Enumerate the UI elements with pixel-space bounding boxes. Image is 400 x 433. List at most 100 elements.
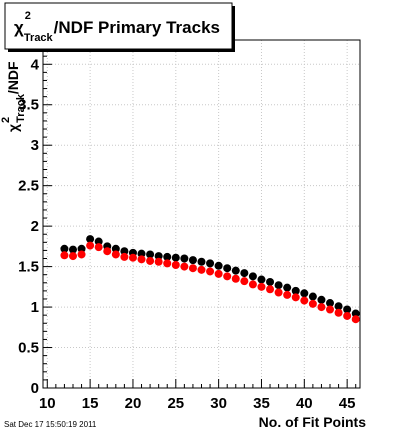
data-point: [206, 267, 215, 276]
data-point: [137, 249, 146, 258]
data-point: [60, 251, 69, 260]
data-point: [146, 250, 155, 259]
y-tick-label: 4: [31, 56, 40, 73]
data-point: [120, 252, 129, 261]
chart-title-sub: Track: [24, 32, 54, 44]
data-point: [103, 247, 112, 256]
y-axis-title: χ2 Track/NDF: [0, 61, 27, 132]
chart-title-chi: χ: [14, 18, 24, 37]
x-axis-ticks: 10 15 20 25 30 35 40 45: [39, 379, 357, 412]
data-point: [300, 289, 309, 298]
y-axis-ticks: 0 0.5 1 1.5 2 2.5 3 3.5 4: [18, 47, 52, 397]
x-tick-label: 25: [167, 395, 184, 412]
data-point: [274, 281, 283, 290]
data-point: [171, 253, 180, 262]
data-point: [154, 252, 163, 261]
data-point: [223, 272, 232, 281]
y-tick-label: 0.5: [18, 340, 39, 357]
data-point: [94, 237, 103, 246]
data-point: [283, 283, 292, 292]
data-point: [60, 244, 69, 253]
y-tick-label: 1.5: [18, 259, 39, 276]
y-tick-label: 1: [31, 299, 39, 316]
data-point: [343, 311, 352, 320]
y-axis-title-rest: /NDF: [5, 61, 21, 94]
data-point: [223, 264, 232, 273]
data-point: [308, 292, 317, 301]
data-point: [334, 308, 343, 317]
data-point: [94, 243, 103, 252]
data-point: [291, 293, 300, 302]
y-axis-title-sub: Track: [15, 93, 27, 123]
timestamp: Sat Dec 17 15:50:19 2011: [4, 420, 97, 429]
data-point: [120, 247, 129, 256]
y-axis-title-sup: 2: [0, 117, 12, 123]
x-tick-label: 15: [82, 395, 99, 412]
data-point: [86, 241, 95, 250]
data-point: [77, 244, 86, 253]
data-point: [351, 315, 360, 324]
y-tick-label: 2.5: [18, 178, 39, 195]
series-1: [60, 241, 360, 324]
data-point: [146, 256, 155, 265]
data-point: [128, 253, 137, 262]
series-0: [60, 235, 360, 318]
data-point: [257, 275, 266, 284]
data-point: [68, 245, 77, 254]
data-point: [68, 252, 77, 261]
data-points: [60, 235, 360, 324]
data-point: [188, 256, 197, 265]
data-point: [317, 295, 326, 304]
data-point: [283, 290, 292, 299]
y-axis-title-chi: χ: [5, 124, 21, 132]
data-point: [206, 259, 215, 268]
data-point: [326, 299, 335, 308]
x-tick-label: 20: [125, 395, 142, 412]
data-point: [180, 262, 189, 271]
x-axis-title: No. of Fit Points: [259, 414, 367, 430]
data-point: [111, 250, 120, 259]
x-tick-label: 30: [210, 395, 227, 412]
data-point: [257, 282, 266, 291]
y-tick-label: 2: [31, 218, 39, 235]
data-point: [266, 285, 275, 294]
data-point: [231, 274, 240, 283]
data-point: [111, 244, 120, 253]
chart-title: χ2 Track/NDF Primary Tracks: [14, 10, 220, 44]
chart-title-rest: /NDF Primary Tracks: [54, 18, 220, 37]
data-point: [197, 257, 206, 266]
data-point: [351, 309, 360, 318]
x-tick-label: 35: [253, 395, 270, 412]
data-point: [86, 235, 95, 244]
data-point: [248, 272, 257, 281]
data-point: [77, 250, 86, 259]
x-tick-label: 45: [339, 395, 356, 412]
y-tick-label: 0: [31, 380, 39, 397]
y-tick-label: 3: [31, 137, 39, 154]
data-point: [240, 277, 249, 286]
data-point: [137, 255, 146, 264]
data-point: [326, 305, 335, 314]
data-point: [231, 266, 240, 275]
data-point: [343, 305, 352, 314]
title-box: [4, 2, 233, 50]
data-point: [334, 302, 343, 311]
data-point: [197, 265, 206, 274]
data-point: [214, 269, 223, 278]
data-point: [154, 257, 163, 266]
data-point: [188, 264, 197, 273]
y-tick-label: 3.5: [18, 97, 39, 114]
data-point: [214, 261, 223, 270]
x-tick-label: 10: [39, 395, 56, 412]
grid: [43, 40, 360, 389]
data-point: [266, 277, 275, 286]
chart-title-sup: 2: [25, 10, 31, 22]
data-point: [171, 260, 180, 269]
x-tick-label: 40: [296, 395, 313, 412]
data-point: [291, 286, 300, 295]
data-point: [163, 252, 172, 261]
data-point: [274, 288, 283, 297]
data-point: [317, 303, 326, 312]
